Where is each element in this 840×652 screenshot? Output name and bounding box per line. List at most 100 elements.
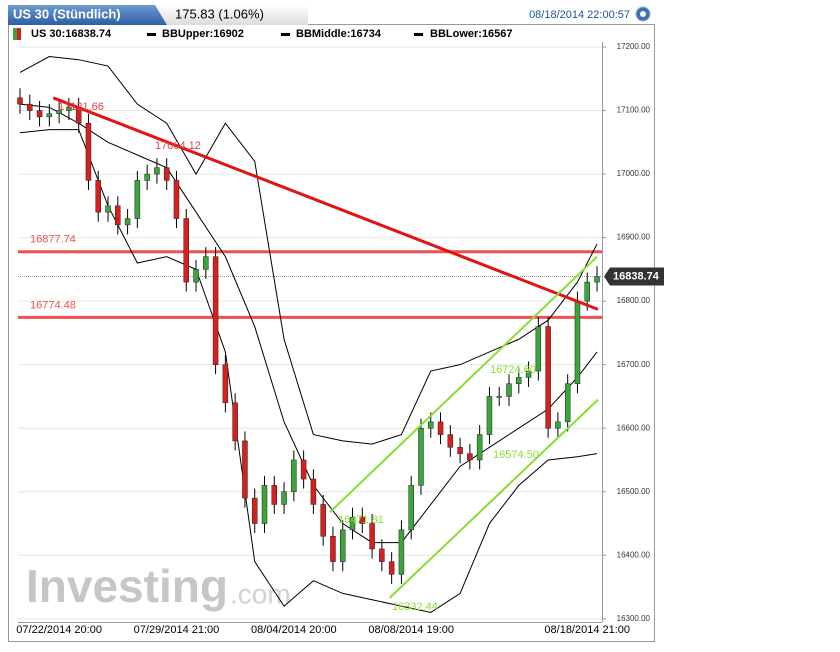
legend-entry: BBLower:16567 bbox=[430, 28, 513, 40]
candle-body bbox=[486, 396, 493, 435]
candle-body bbox=[173, 180, 180, 219]
candle-body bbox=[428, 421, 434, 429]
y-tick-label: 17000.00 bbox=[617, 169, 651, 178]
candle-body bbox=[193, 269, 199, 283]
candle-body bbox=[320, 504, 326, 537]
level-label: 16877.74 bbox=[30, 234, 76, 246]
y-tick-label: 16400.00 bbox=[617, 550, 651, 559]
candle-body bbox=[222, 364, 229, 404]
candle-body bbox=[66, 107, 72, 111]
legend-entry: US 30:16838.74 bbox=[31, 28, 112, 40]
x-tick-label: 07/29/2014 21:00 bbox=[134, 624, 220, 636]
candle-body bbox=[516, 377, 522, 384]
candle-body bbox=[183, 218, 190, 283]
candle-body bbox=[251, 497, 258, 524]
y-tick-label: 17100.00 bbox=[617, 106, 651, 115]
candle-body bbox=[349, 516, 356, 531]
candle-body bbox=[85, 122, 92, 181]
x-tick-label: 08/18/2014 21:00 bbox=[544, 624, 630, 636]
candle-body bbox=[291, 459, 297, 492]
candle-body bbox=[398, 529, 405, 575]
candle-body bbox=[17, 97, 23, 105]
y-tick-label: 16600.00 bbox=[617, 423, 651, 432]
candle-body bbox=[447, 434, 454, 448]
candle-body bbox=[115, 205, 121, 226]
candle-body bbox=[46, 113, 53, 118]
watermark: Investing bbox=[26, 560, 228, 612]
candle-body bbox=[457, 447, 463, 454]
candle-body bbox=[555, 421, 561, 429]
price-tag bbox=[604, 267, 664, 286]
candle-body bbox=[379, 548, 385, 562]
title-tab bbox=[8, 5, 167, 25]
candle-body bbox=[56, 110, 62, 114]
level-label: 16774.48 bbox=[30, 299, 76, 311]
candle-body bbox=[525, 370, 532, 378]
trend-label: 16574.50 bbox=[493, 449, 539, 461]
trend-label: 16724.60 bbox=[490, 364, 536, 376]
candle-body bbox=[359, 516, 366, 524]
price-tag-label: 16838.74 bbox=[613, 270, 660, 282]
trend-label: 17064.12 bbox=[155, 140, 201, 152]
candle-body bbox=[310, 478, 317, 505]
x-tick-label: 08/08/2014 19:00 bbox=[368, 624, 454, 636]
legend-icon bbox=[17, 28, 21, 40]
title: US 30 (Stündlich) bbox=[13, 6, 121, 21]
candle-body bbox=[281, 491, 287, 505]
x-tick-label: 08/04/2014 20:00 bbox=[251, 624, 337, 636]
y-tick-label: 16800.00 bbox=[617, 296, 651, 305]
candle-body bbox=[232, 402, 238, 442]
candle-body bbox=[271, 485, 278, 505]
legend-icon bbox=[281, 33, 290, 36]
candle-body bbox=[330, 535, 336, 562]
y-tick-label: 17200.00 bbox=[617, 42, 651, 51]
candle-body bbox=[36, 110, 43, 118]
y-tick-label: 16900.00 bbox=[617, 233, 651, 242]
legend-icon bbox=[13, 28, 17, 40]
candle-body bbox=[506, 383, 512, 397]
candle-body bbox=[584, 281, 590, 302]
candle-body bbox=[418, 427, 424, 486]
candle-body bbox=[476, 434, 483, 461]
candle-body bbox=[594, 276, 600, 283]
candle-body bbox=[203, 256, 209, 270]
trend-label: 17121.66 bbox=[58, 101, 104, 113]
candle-body bbox=[261, 485, 268, 524]
trendline bbox=[52, 96, 599, 311]
candle-body bbox=[496, 396, 502, 398]
y-tick-label: 16300.00 bbox=[617, 614, 651, 623]
candle-body bbox=[564, 383, 571, 423]
candle-body bbox=[300, 459, 307, 480]
candle-body bbox=[388, 561, 395, 575]
candle-body bbox=[212, 256, 219, 365]
candle-body bbox=[154, 167, 160, 175]
candle-body bbox=[574, 300, 581, 384]
candle-body bbox=[545, 326, 551, 429]
candle-body bbox=[163, 167, 170, 181]
y-tick-label: 16700.00 bbox=[617, 360, 651, 369]
candle-body bbox=[242, 440, 248, 499]
candle-body bbox=[535, 326, 542, 372]
x-tick-label: 07/22/2014 20:00 bbox=[16, 624, 102, 636]
candle-body bbox=[95, 180, 101, 213]
trendline bbox=[329, 255, 598, 513]
candle-body bbox=[124, 218, 131, 226]
trend-label: 16471.81 bbox=[338, 514, 384, 526]
candle-body bbox=[105, 205, 111, 213]
timestamp: 08/18/2014 22:00:57 bbox=[529, 9, 630, 21]
watermark-suffix: .com bbox=[230, 578, 291, 609]
candle-body bbox=[134, 180, 141, 219]
trendline bbox=[388, 398, 599, 599]
legend-icon bbox=[414, 33, 423, 36]
candle-body bbox=[408, 485, 414, 531]
candle-body bbox=[467, 453, 473, 461]
candle-body bbox=[339, 529, 346, 562]
legend-entry: BBMiddle:16734 bbox=[296, 28, 382, 40]
bollinger-band bbox=[19, 56, 598, 445]
trend-label: 16332.44 bbox=[392, 601, 438, 613]
menu-button-dot bbox=[640, 11, 646, 17]
y-tick-label: 16500.00 bbox=[617, 487, 651, 496]
legend-icon bbox=[147, 33, 156, 36]
